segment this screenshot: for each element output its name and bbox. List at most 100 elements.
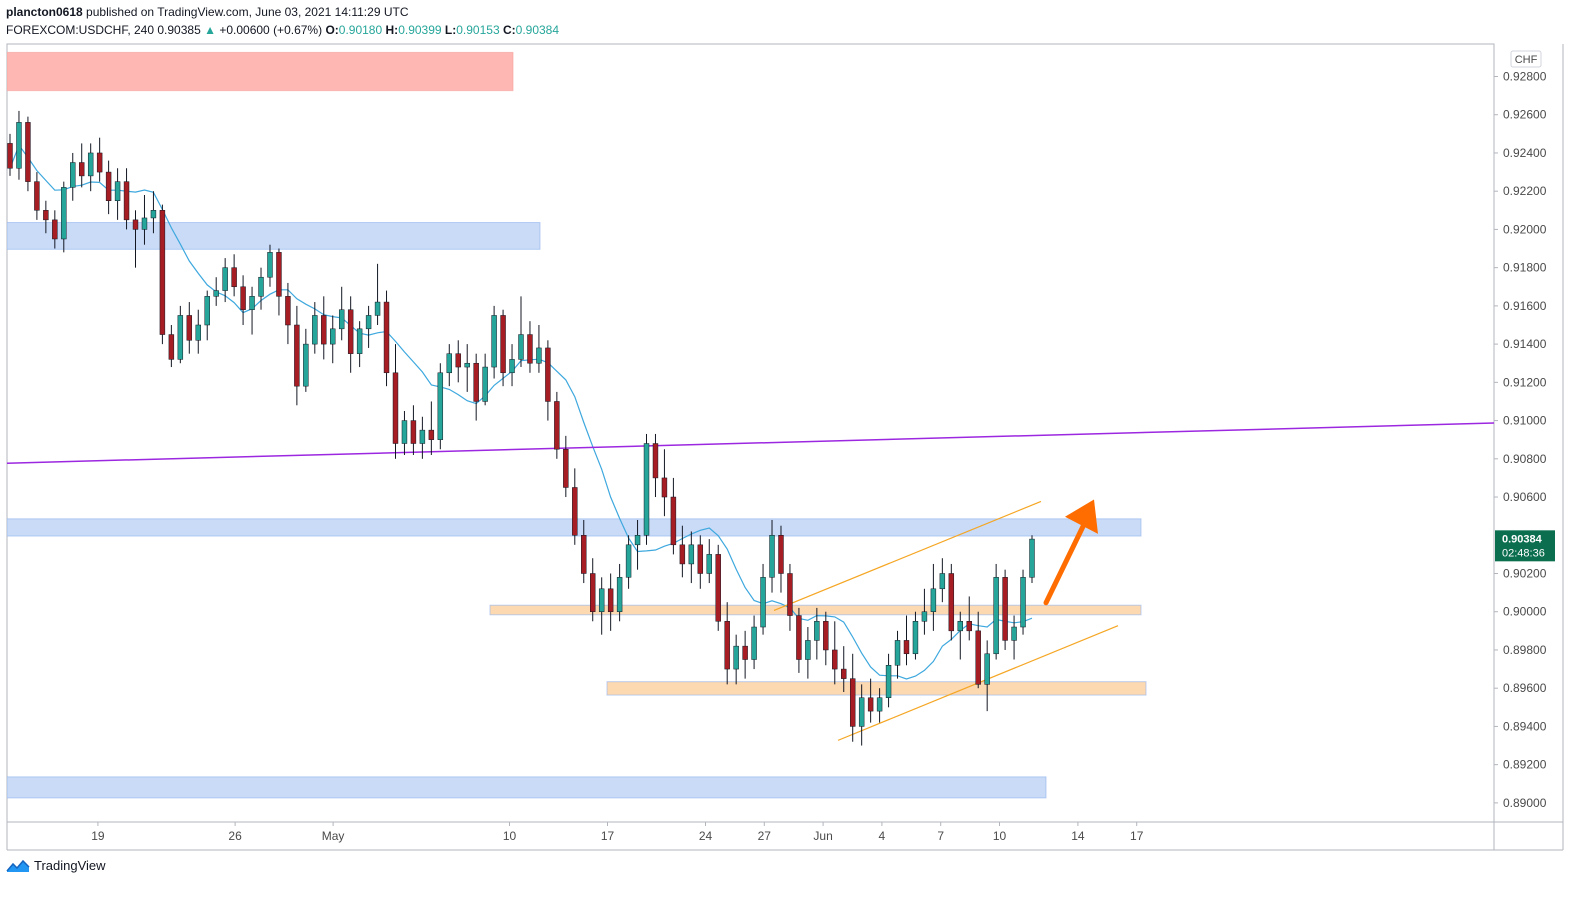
- candle-body: [903, 640, 910, 655]
- candle-body: [222, 267, 228, 291]
- orange-zone-upper: [489, 604, 1142, 616]
- close-value: 0.90384: [515, 23, 560, 37]
- candle-body: [867, 697, 874, 712]
- price-tick-label: 0.89400: [1503, 719, 1547, 733]
- price-tick-label: 0.89600: [1503, 681, 1547, 695]
- time-tick-label: 26: [228, 829, 242, 843]
- footer: TradingView: [6, 858, 106, 873]
- price-tick-label: 0.90800: [1503, 452, 1547, 466]
- open-value: 0.90180: [338, 23, 383, 37]
- candle-body: [276, 252, 282, 297]
- candle-body: [43, 210, 49, 221]
- arrow-head-icon: [1065, 499, 1098, 534]
- arrow-shaft: [1043, 521, 1087, 606]
- candle-body: [930, 588, 937, 612]
- candle-body: [876, 697, 883, 712]
- candle-body: [706, 554, 712, 574]
- candle-body: [374, 301, 381, 316]
- candle-body: [805, 640, 811, 660]
- candle-body: [356, 328, 363, 354]
- candle-body: [634, 535, 641, 546]
- candle-body: [87, 152, 94, 177]
- candle-body: [231, 267, 237, 288]
- price-tick-label: 0.92200: [1503, 184, 1547, 198]
- time-tick-label: Jun: [813, 829, 832, 843]
- countdown-value: 02:48:36: [1502, 547, 1545, 559]
- candle-body: [204, 296, 210, 326]
- candle-body: [437, 372, 444, 440]
- chart-header: plancton0618 published on TradingView.co…: [6, 4, 559, 38]
- price-tick-label: 0.92800: [1503, 69, 1547, 83]
- close-label: C:: [502, 23, 516, 37]
- candle-body: [25, 122, 31, 182]
- last-price-value: 0.90384: [1502, 533, 1543, 545]
- candle-body: [213, 290, 219, 297]
- candle-body: [715, 554, 721, 622]
- candle-body: [303, 343, 309, 387]
- candle-body: [7, 143, 13, 169]
- candle-body: [984, 653, 990, 685]
- candle-body: [993, 577, 999, 655]
- candle-body: [652, 443, 659, 479]
- candle-body: [123, 181, 130, 221]
- price-tick-label: 0.89000: [1503, 796, 1547, 810]
- candle-body: [778, 535, 784, 574]
- price-tick-label: 0.92400: [1503, 146, 1547, 160]
- candle-body: [79, 162, 85, 177]
- candle-body: [1002, 577, 1008, 641]
- time-tick-label: 14: [1071, 829, 1085, 843]
- candle-body: [554, 401, 560, 450]
- candles-layer[interactable]: [7, 110, 1035, 746]
- publish-line: plancton0618 published on TradingView.co…: [6, 4, 559, 20]
- candle-body: [625, 544, 632, 578]
- candle-body: [338, 309, 345, 330]
- price-tick-label: 0.91200: [1503, 375, 1547, 389]
- brand-label[interactable]: TradingView: [34, 858, 106, 873]
- candle-body: [1020, 577, 1026, 628]
- candle-body: [464, 362, 470, 368]
- candle-body: [392, 372, 399, 444]
- candle-body: [258, 276, 264, 297]
- symbol-label[interactable]: FOREXCOM:USDCHF, 240: [6, 23, 155, 37]
- price-tick-label: 0.91400: [1503, 337, 1547, 351]
- candle-body: [1029, 538, 1035, 578]
- candle-body: [410, 420, 417, 444]
- candle-body: [500, 315, 506, 374]
- author-name[interactable]: plancton0618: [6, 5, 83, 19]
- price-axis[interactable]: CHF 0.92800 0.92600 0.92400 0.92200 0.92000 0.…: [1494, 50, 1555, 810]
- candle-body: [858, 697, 865, 727]
- candle-body: [195, 324, 201, 341]
- price-tick-label: 0.90200: [1503, 566, 1547, 580]
- candle-body: [446, 353, 452, 374]
- low-value: 0.90153: [456, 23, 500, 37]
- candle-body: [527, 334, 533, 364]
- price-tick-label: 0.92600: [1503, 108, 1547, 122]
- candle-body: [491, 315, 497, 368]
- candle-body: [894, 640, 901, 666]
- candle-body: [697, 544, 704, 574]
- candle-body: [957, 621, 963, 632]
- candle-body: [159, 210, 166, 335]
- time-axis[interactable]: 19 26 May 10 17 24 27 Jun 4 7 10 14 17: [91, 822, 1144, 843]
- candle-body: [948, 573, 955, 632]
- chart-frame: [6, 43, 1564, 851]
- candle-body: [598, 588, 605, 612]
- price-tick-label: 0.89800: [1503, 643, 1547, 657]
- time-tick-label: 10: [503, 829, 517, 843]
- candle-body: [285, 296, 291, 326]
- candle-body: [240, 286, 246, 310]
- ohlc-line: FOREXCOM:USDCHF, 240 0.90385 ▲ +0.00600 …: [6, 22, 559, 38]
- time-tick-label: 27: [758, 829, 772, 843]
- candle-body: [267, 252, 273, 278]
- change-value: +0.00600 (+0.67%): [219, 23, 323, 37]
- open-label: O:: [325, 23, 339, 37]
- candle-body: [70, 162, 76, 188]
- candle-body: [769, 535, 775, 578]
- candle-body: [401, 420, 408, 444]
- candle-body: [563, 448, 569, 488]
- price-tick-label: 0.91800: [1503, 261, 1547, 275]
- candle-body: [383, 301, 390, 374]
- candle-body: [249, 296, 255, 310]
- time-tick-label: 24: [699, 829, 713, 843]
